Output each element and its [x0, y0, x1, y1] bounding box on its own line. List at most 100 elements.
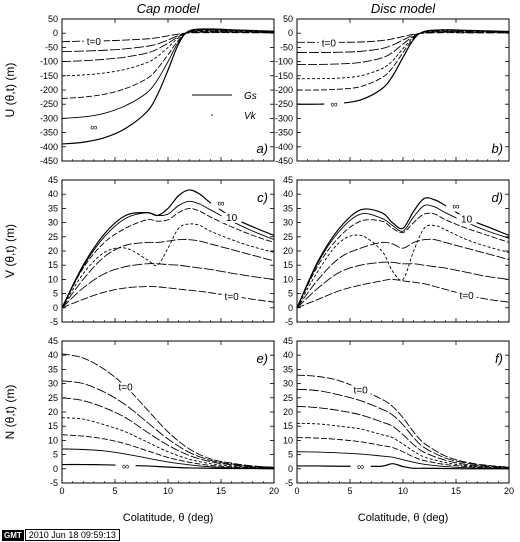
curve-label-t0-bg	[350, 385, 371, 396]
y-tick-label: -400	[40, 142, 58, 152]
legend-label-gs: Gs	[244, 91, 257, 102]
y-tick-label: -150	[275, 71, 293, 81]
curve-label-infinity-bg	[350, 462, 371, 473]
series-line-5	[296, 437, 510, 469]
curve-label-t0-bg	[115, 382, 136, 393]
y-tick-label: 30	[48, 379, 58, 389]
series-line-2	[61, 263, 275, 309]
x-axis-label-right: Colatitude, θ (deg)	[358, 512, 449, 524]
legend-marker-vk	[211, 114, 213, 116]
y-tick-label: 10	[48, 274, 58, 284]
series-line-7	[296, 197, 510, 309]
panel-b: -450 -400 -350 -300 -250 -200 -150 -100 -50 0 50 t=…	[275, 14, 510, 166]
x-tick-label: 15	[451, 486, 461, 496]
y-tick-label: 35	[48, 203, 58, 213]
series-line-6	[61, 200, 275, 309]
series-line-2	[296, 261, 510, 309]
series-line-3	[296, 238, 510, 309]
y-tick-label: 25	[48, 232, 58, 242]
y-tick-label: 30	[283, 379, 293, 389]
panel-label: f)	[495, 351, 503, 366]
y-tick-label: 10	[283, 274, 293, 284]
series-line-5	[61, 434, 275, 469]
y-tick-label: 0	[288, 303, 293, 313]
y-tick-label: 5	[53, 450, 58, 460]
curve-label-t0-bg	[456, 291, 477, 302]
series-line-4	[296, 224, 510, 309]
legend-label-vk: Vk	[244, 111, 257, 122]
curve-label-infinity: ∞	[357, 462, 364, 473]
y-tick-label: 30	[283, 218, 293, 228]
panel-frame	[296, 340, 510, 484]
x-tick-label: 20	[269, 486, 279, 496]
y-tick-label: 35	[283, 364, 293, 374]
curve-label-infinity-bg	[324, 99, 345, 110]
timestamp: 2010 Jun 18 09:59:13	[24, 529, 120, 541]
y-tick-label: 45	[283, 336, 293, 346]
x-tick-label: 15	[216, 486, 226, 496]
series-line-3	[61, 239, 275, 309]
y-tick-label: 5	[53, 289, 58, 299]
series-line-7	[61, 28, 275, 145]
series-line-1	[296, 374, 510, 468]
y-tick-label: -100	[275, 57, 293, 67]
series-line-6	[61, 448, 275, 469]
y-tick-label: -50	[45, 42, 58, 52]
curve-label-10-bg	[221, 212, 242, 223]
y-tick-label: 0	[288, 28, 293, 38]
series-line-4	[61, 223, 275, 309]
x-axis-label-left: Colatitude, θ (deg)	[123, 512, 214, 524]
y-tick-label: 45	[48, 175, 58, 185]
series-line-2	[296, 31, 510, 53]
y-tick-label: 0	[53, 303, 58, 313]
series-line-6	[296, 451, 510, 469]
y-tick-label: 20	[48, 407, 58, 417]
series-line-5	[61, 29, 275, 99]
y-tick-label: 40	[283, 189, 293, 199]
curve-label-t0: t=0	[225, 292, 240, 303]
y-tick-label: -300	[275, 113, 293, 123]
y-tick-label: 50	[283, 14, 293, 24]
curve-label-infinity-bg	[83, 122, 104, 133]
curve-label-infinity: ∞	[122, 461, 129, 472]
y-tick-label: -350	[40, 128, 58, 138]
gmt-footer: GMT 2010 Jun 18 09:59:13	[2, 529, 120, 541]
y-tick-label: 45	[48, 336, 58, 346]
y-tick-label: 50	[48, 14, 58, 24]
y-tick-label: 30	[48, 218, 58, 228]
series-line-1	[296, 278, 510, 309]
curve-label-t0: t=0	[354, 385, 369, 396]
y-axis-label: V (θ,t) (m)	[3, 224, 17, 278]
y-tick-label: 10	[48, 435, 58, 445]
y-tick-label: -5	[285, 317, 293, 327]
x-tick-label: 0	[59, 486, 64, 496]
series-line-4	[296, 422, 510, 469]
y-axis-label: N (θ,t) (m)	[3, 385, 17, 440]
curve-label-infinity-bg	[211, 198, 231, 209]
series-line-4	[61, 30, 275, 77]
series-line-5	[296, 212, 510, 309]
series-line-2	[296, 388, 510, 468]
panel-label: e)	[256, 351, 268, 366]
y-tick-label: -400	[275, 142, 293, 152]
y-tick-label: 35	[48, 364, 58, 374]
y-tick-label: -5	[50, 317, 58, 327]
curve-label-t0: t=0	[460, 291, 475, 302]
series-line-3	[296, 405, 510, 469]
y-tick-label: 15	[283, 260, 293, 270]
curve-label-infinity-bg	[446, 201, 466, 212]
series-line-7	[61, 189, 275, 309]
gmt-logo: GMT	[2, 529, 24, 541]
y-tick-label: 15	[283, 421, 293, 431]
curve-label-infinity: ∞	[452, 202, 459, 213]
y-tick-label: 10	[283, 435, 293, 445]
y-tick-label: -5	[50, 478, 58, 488]
y-tick-label: 5	[288, 450, 293, 460]
y-axis-label: U (θ,t) (m)	[3, 63, 17, 118]
y-tick-label: 15	[48, 421, 58, 431]
x-tick-label: 20	[504, 486, 514, 496]
y-tick-label: 25	[283, 232, 293, 242]
